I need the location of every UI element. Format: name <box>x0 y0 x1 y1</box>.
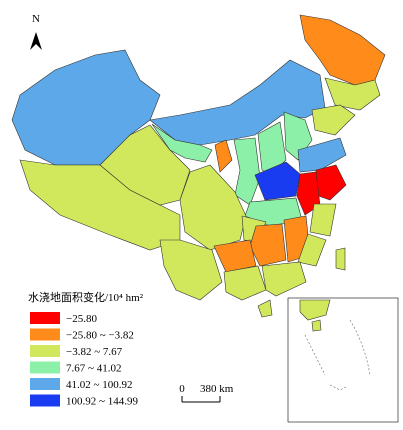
legend: −25.80 −25.80 ~ −3.82 −3.82 ~ 7.67 7.67 ~ 4… <box>30 312 138 408</box>
province <box>179 164 247 251</box>
province <box>311 319 322 332</box>
legend-label: 7.67 ~ 41.02 <box>66 363 121 375</box>
province <box>254 161 301 201</box>
legend-label: −3.82 ~ 7.67 <box>66 346 123 358</box>
province <box>297 233 327 267</box>
legend-swatch <box>30 361 60 374</box>
province <box>159 239 223 301</box>
legend-label: −25.80 ~ −3.82 <box>66 330 134 342</box>
scale-end: 380 km <box>200 383 234 395</box>
province <box>315 164 347 201</box>
province <box>223 265 267 301</box>
province <box>99 124 191 206</box>
province <box>324 77 381 111</box>
province <box>213 239 257 273</box>
province <box>311 104 356 136</box>
legend-label: 100.92 ~ 144.99 <box>66 396 138 408</box>
province <box>297 137 347 173</box>
province <box>151 123 213 163</box>
province <box>309 203 337 237</box>
legend-swatch <box>30 312 60 324</box>
province <box>261 261 307 297</box>
legend-swatch <box>30 378 60 390</box>
legend-swatch <box>30 394 60 407</box>
north-arrow <box>30 32 42 50</box>
province <box>19 159 181 251</box>
legend-swatch <box>30 345 60 357</box>
north-label: N <box>32 13 40 25</box>
legend-swatch <box>30 328 60 341</box>
province <box>335 247 346 271</box>
province <box>257 299 273 318</box>
province <box>214 139 233 173</box>
province <box>233 137 261 206</box>
province <box>299 299 331 321</box>
province <box>249 223 287 267</box>
scale-start: 0 <box>179 383 185 395</box>
provinces <box>11 14 386 318</box>
legend-label: −25.80 <box>66 313 97 325</box>
legend-label: 41.02 ~ 100.92 <box>66 379 132 391</box>
legend-title: 水浇地面积变化/10⁴ hm² <box>28 290 144 304</box>
islands <box>304 319 371 391</box>
